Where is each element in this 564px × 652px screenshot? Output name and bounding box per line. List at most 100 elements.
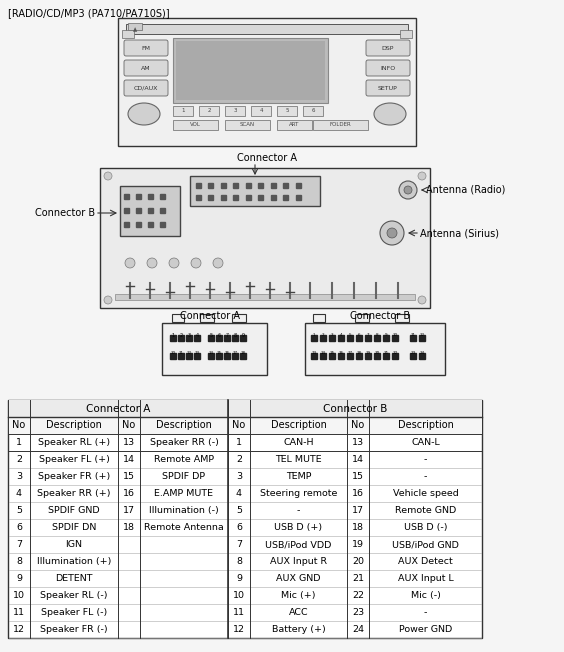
Bar [383, 335, 389, 341]
Text: 2: 2 [179, 333, 183, 338]
Bar [374, 335, 380, 341]
Bar [365, 353, 371, 359]
Bar [100, 168, 430, 308]
Bar [225, 106, 245, 116]
Text: Connector A: Connector A [86, 404, 150, 413]
Text: 20: 20 [374, 351, 380, 355]
Text: USB/iPod VDD: USB/iPod VDD [265, 540, 332, 549]
Bar [135, 222, 140, 227]
FancyBboxPatch shape [124, 40, 168, 56]
Bar [228, 417, 250, 434]
Text: Speaker RR (+): Speaker RR (+) [37, 489, 111, 498]
Text: 13: 13 [195, 351, 200, 355]
Text: E.AMP MUTE: E.AMP MUTE [155, 489, 214, 498]
Text: 4: 4 [340, 333, 342, 337]
Text: 3: 3 [233, 108, 237, 113]
Text: No: No [351, 421, 364, 430]
Text: 16: 16 [352, 489, 364, 498]
Text: Connector B: Connector B [323, 404, 387, 413]
Bar [8, 417, 30, 434]
Circle shape [404, 186, 412, 194]
Text: No: No [12, 421, 25, 430]
Bar [283, 183, 288, 188]
Bar [240, 353, 246, 359]
Text: Speaker FL (-): Speaker FL (-) [41, 608, 107, 617]
Text: 1: 1 [313, 333, 315, 337]
Text: 17: 17 [347, 351, 352, 355]
Bar [148, 208, 152, 213]
Bar [221, 195, 226, 200]
Bar [338, 335, 344, 341]
Text: 11: 11 [13, 608, 25, 617]
Circle shape [147, 258, 157, 268]
Bar [365, 335, 371, 341]
Circle shape [418, 296, 426, 304]
Text: 22: 22 [352, 591, 364, 600]
Text: CD/AUX: CD/AUX [134, 85, 158, 91]
Text: 18: 18 [356, 351, 362, 355]
Text: 14: 14 [320, 351, 325, 355]
Text: Speaker FR (+): Speaker FR (+) [38, 472, 110, 481]
Bar [190, 176, 320, 206]
Text: 10: 10 [170, 351, 175, 355]
Bar [233, 195, 238, 200]
Text: AUX Input R: AUX Input R [270, 557, 327, 566]
Text: Vehicle speed: Vehicle speed [393, 489, 459, 498]
Bar [135, 194, 140, 199]
Bar [258, 195, 263, 200]
Text: Connector B: Connector B [350, 311, 410, 321]
Text: 12: 12 [187, 351, 192, 355]
Bar [200, 314, 214, 322]
Bar [208, 335, 214, 341]
Text: AUX Input L: AUX Input L [398, 574, 453, 583]
Text: ART: ART [289, 123, 299, 128]
Text: Description: Description [46, 421, 102, 430]
Bar [126, 24, 408, 34]
Bar [400, 30, 412, 38]
Bar [258, 183, 263, 188]
Text: 18: 18 [352, 523, 364, 532]
Text: 9: 9 [16, 574, 22, 583]
Bar [216, 353, 222, 359]
Text: 7: 7 [226, 333, 228, 338]
Text: Connector A: Connector A [180, 311, 240, 321]
Text: 8: 8 [233, 333, 236, 338]
Text: 19: 19 [352, 540, 364, 549]
Text: 17: 17 [123, 506, 135, 515]
Bar [347, 353, 353, 359]
Text: 9: 9 [385, 333, 387, 337]
Bar [329, 335, 335, 341]
Text: 18: 18 [123, 523, 135, 532]
FancyBboxPatch shape [366, 60, 410, 76]
Text: Speaker RR (-): Speaker RR (-) [149, 438, 218, 447]
Text: Mic (+): Mic (+) [281, 591, 316, 600]
Bar [311, 353, 317, 359]
Text: 5: 5 [349, 333, 351, 337]
Text: 14: 14 [209, 351, 214, 355]
Bar [233, 183, 238, 188]
Bar [356, 353, 362, 359]
Text: USB D (+): USB D (+) [275, 523, 323, 532]
Text: 4: 4 [259, 108, 263, 113]
Text: 14: 14 [352, 455, 364, 464]
Bar [356, 335, 362, 341]
Bar [8, 400, 228, 417]
Text: -: - [424, 608, 427, 617]
Text: 4: 4 [16, 489, 22, 498]
Bar [277, 120, 312, 130]
Bar [419, 335, 425, 341]
Bar [232, 353, 238, 359]
Bar [208, 195, 213, 200]
Bar [320, 335, 326, 341]
Text: ▲: ▲ [133, 27, 137, 32]
Text: AM: AM [141, 65, 151, 70]
Text: 8: 8 [376, 333, 378, 337]
Bar [410, 335, 416, 341]
Bar [329, 353, 335, 359]
Circle shape [169, 258, 179, 268]
Bar [419, 353, 425, 359]
Bar [251, 106, 271, 116]
Text: 5: 5 [16, 506, 22, 515]
Bar [225, 120, 270, 130]
Text: 1: 1 [16, 438, 22, 447]
